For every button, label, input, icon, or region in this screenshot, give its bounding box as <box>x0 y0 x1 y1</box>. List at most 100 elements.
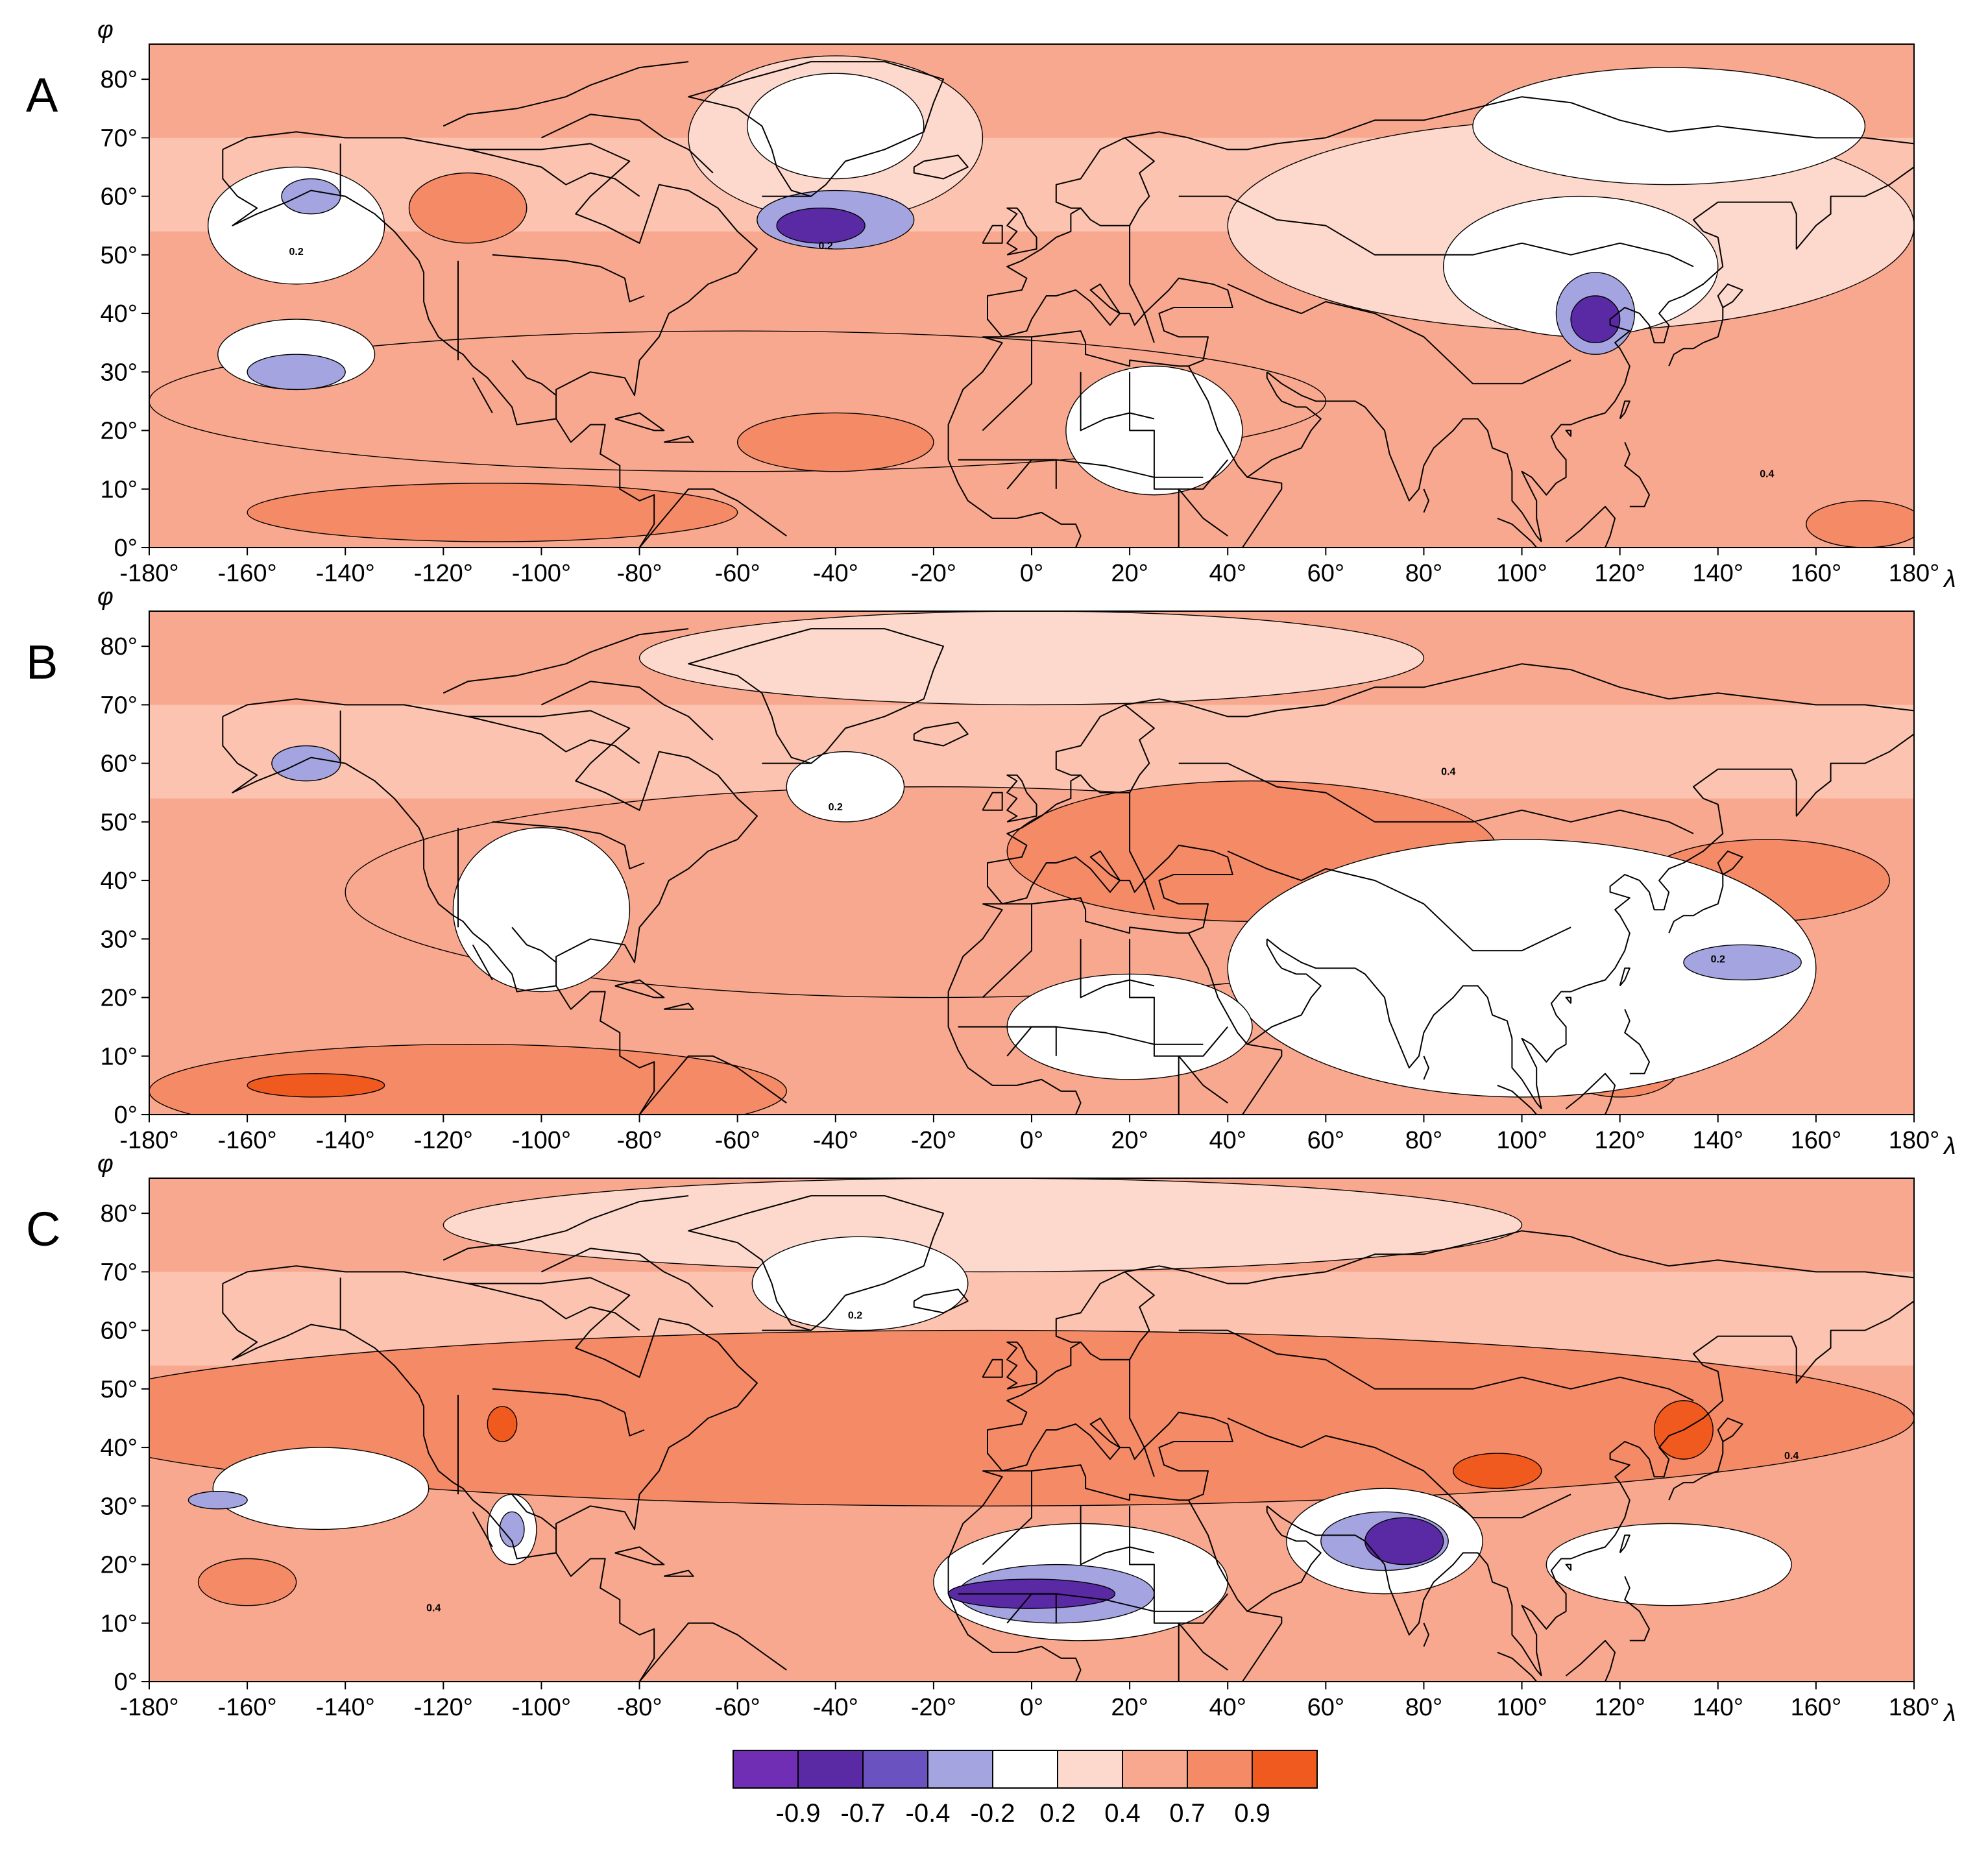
lon-tick-label: 160° <box>1791 1694 1842 1721</box>
lat-tick-label: 20° <box>101 418 138 445</box>
lat-tick-label: 60° <box>101 184 138 211</box>
panel-c-lon-axis: -180° -160° -140° -120° -100° -80° -60° -40° -20… <box>119 1682 1939 1721</box>
coastline-0 <box>222 1265 758 1682</box>
legend-swatch-c3 <box>862 1750 928 1789</box>
coastline-32 <box>1129 792 1155 910</box>
lon-tick-label: 40° <box>1209 1694 1246 1721</box>
lon-tick-label: 60° <box>1307 1127 1344 1154</box>
coastline-5 <box>913 721 969 747</box>
lon-tick-label: 20° <box>1111 1127 1148 1154</box>
lon-tick-label: 180° <box>1889 560 1940 587</box>
correlation-region-c8 <box>1806 500 1914 548</box>
correlation-region-c4 <box>499 1511 525 1548</box>
lat-tick-label: 20° <box>101 985 138 1012</box>
lat-tick-label: 70° <box>101 692 138 719</box>
lon-tick-label: -120° <box>414 1694 473 1721</box>
coastline-38 <box>1080 1506 1155 1565</box>
lat-tick-label: 60° <box>101 751 138 778</box>
coastline-30 <box>540 114 714 174</box>
lon-tick-label: -160° <box>217 1694 276 1721</box>
lat-tick-label: 70° <box>101 1259 138 1286</box>
coastline-19 <box>1624 1576 1650 1641</box>
panel-b-lat-symbol: φ <box>97 583 114 610</box>
coastline-23 <box>614 1546 665 1565</box>
coastline-39 <box>1006 1026 1057 1057</box>
lon-tick-label: -80° <box>616 560 662 587</box>
lon-tick-label: 0° <box>1020 1127 1043 1154</box>
coastline-12 <box>1267 371 1542 542</box>
lon-tick-label: -20° <box>911 560 956 587</box>
lon-tick-label: 60° <box>1307 560 1344 587</box>
coastline-7 <box>1124 663 1914 718</box>
correlation-region-c4 <box>247 354 346 391</box>
panel-c-correlation-map: 0.2 0.4 0.4 <box>149 1178 1914 1682</box>
coastline-3 <box>472 377 493 413</box>
correlation-region-c4 <box>1683 944 1802 981</box>
coastline-4 <box>688 1195 944 1331</box>
coastline-20 <box>1423 1056 1429 1080</box>
color-legend: -0.9 -0.7 -0.4 -0.2 0.2 0.4 0.7 0.9 <box>733 1750 1318 1828</box>
coastline-41 <box>638 1622 787 1682</box>
panel-a-lon-symbol: λ <box>1943 566 1956 593</box>
correlation-region-c5 <box>747 73 925 180</box>
coastline-18 <box>1565 505 1616 548</box>
correlation-region-c2 <box>1570 295 1621 343</box>
coastline-14 <box>1668 851 1743 934</box>
lon-tick-label: -80° <box>616 1694 662 1721</box>
coastline-6 <box>982 1271 1155 1472</box>
coastline-41 <box>638 1055 787 1115</box>
lat-tick-label: 10° <box>101 1043 138 1070</box>
coastline-16 <box>1565 997 1572 1004</box>
lon-tick-label: -120° <box>414 1127 473 1154</box>
coastline-20 <box>1423 1623 1429 1647</box>
coastline-37 <box>982 1471 1032 1565</box>
lat-tick-label: 40° <box>101 1434 138 1462</box>
coastline-35 <box>1129 939 1228 1057</box>
lat-tick-label: 40° <box>101 300 138 328</box>
legend-label: 0.7 <box>1169 1799 1206 1828</box>
coastline-0 <box>222 131 758 548</box>
panel-a: A φ λ 0.2 0.2 0.4 0° 10° 20° 30° 40° 50° 60° 70° 8… <box>26 16 1956 593</box>
correlation-region-c5 <box>1472 67 1866 186</box>
lon-tick-label: -80° <box>616 1127 662 1154</box>
lon-tick-label: 100° <box>1496 1127 1547 1154</box>
legend-swatch-c7 <box>1122 1750 1188 1789</box>
coastline-21 <box>1006 774 1037 823</box>
panel-a-label: A <box>26 68 58 122</box>
panel-a-lat-symbol: φ <box>97 16 114 43</box>
coastline-16 <box>1565 1564 1572 1571</box>
coastline-9 <box>1002 844 1233 934</box>
coastline-17 <box>1497 517 1538 548</box>
coastline-28 <box>511 926 557 963</box>
coastline-30 <box>540 681 714 741</box>
coastline-6 <box>982 137 1155 338</box>
correlation-region-c8 <box>197 1558 297 1606</box>
coastline-5 <box>913 1288 969 1314</box>
coastline-33 <box>1178 195 1694 267</box>
lon-tick-label: 140° <box>1692 1127 1743 1154</box>
coastline-40 <box>1178 1622 1228 1682</box>
lon-tick-label: -60° <box>715 560 760 587</box>
lon-tick-label: 140° <box>1692 560 1743 587</box>
coastline-4 <box>688 61 944 197</box>
coastline-34 <box>1227 851 1571 952</box>
coastline-18 <box>1565 1639 1616 1682</box>
contour-label: 0.2 <box>819 241 833 252</box>
lon-tick-label: -140° <box>316 560 375 587</box>
lon-tick-label: -140° <box>316 1127 375 1154</box>
legend-label: 0.9 <box>1234 1799 1270 1828</box>
lon-tick-label: -20° <box>911 1694 956 1721</box>
coastline-39 <box>1006 459 1057 490</box>
coastline-5 <box>913 154 969 180</box>
coastline-39 <box>1006 1593 1057 1624</box>
lon-tick-label: -140° <box>316 1694 375 1721</box>
coastline-29 <box>467 149 640 197</box>
lat-tick-label: 10° <box>101 1610 138 1638</box>
coastline-12 <box>1267 1505 1542 1676</box>
coastline-14 <box>1668 284 1743 367</box>
coastline-0 <box>222 698 758 1115</box>
coastline-24 <box>664 1569 694 1577</box>
coastline-25 <box>492 821 645 869</box>
coastline-21 <box>1006 1341 1037 1390</box>
